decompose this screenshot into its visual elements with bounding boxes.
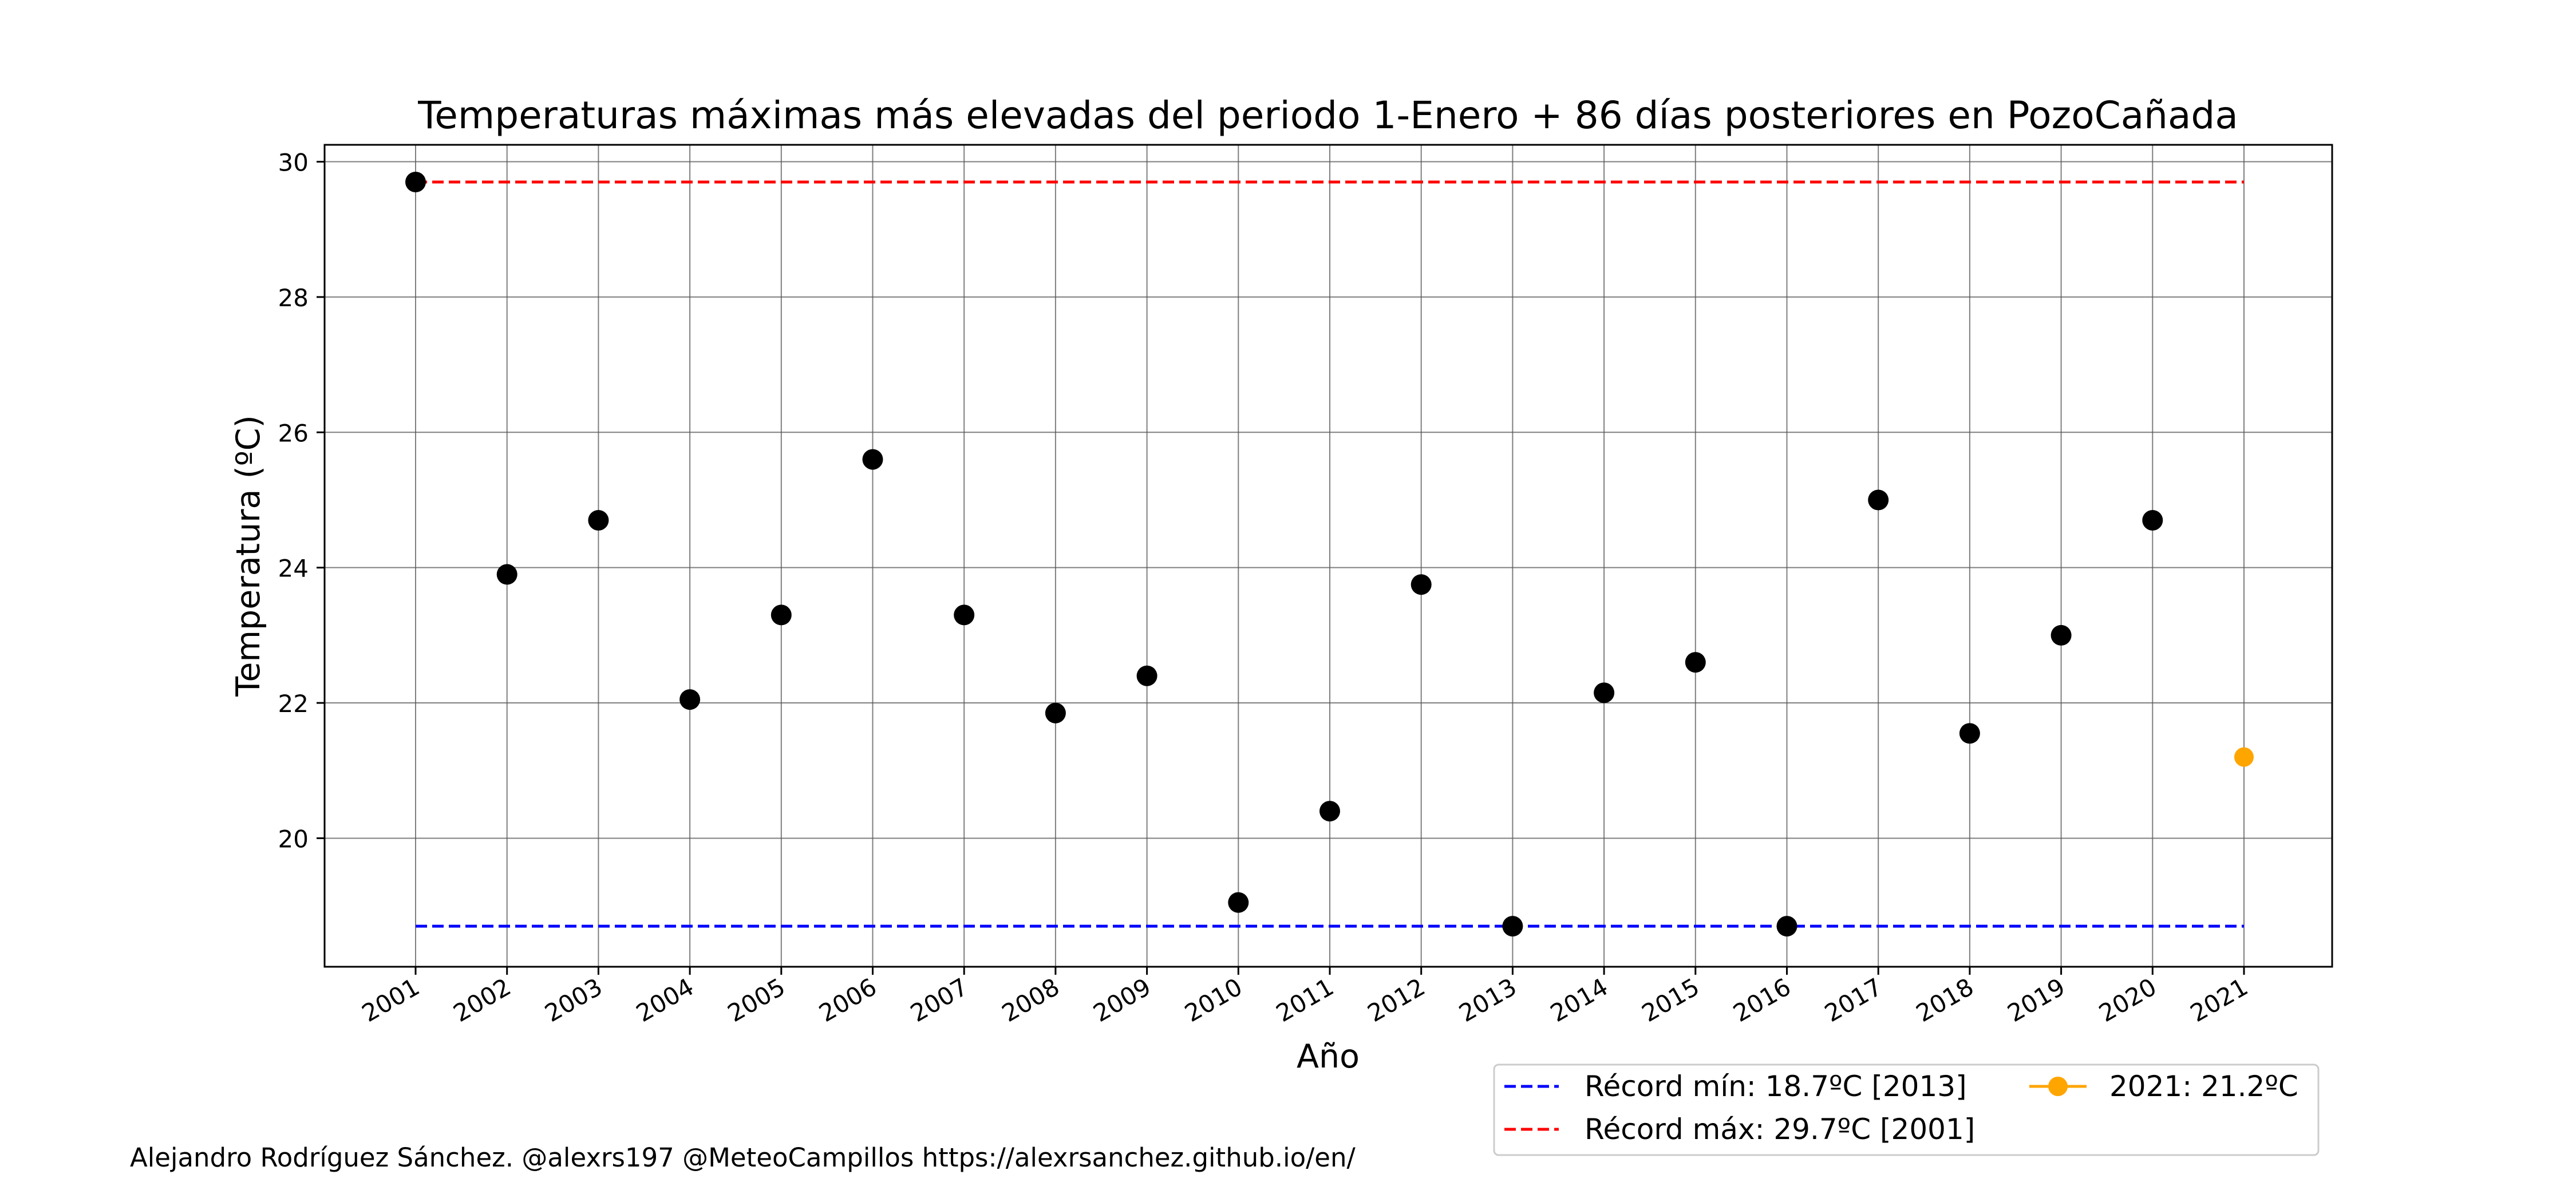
data-point [1776, 916, 1797, 937]
y-axis: 20 22 24 26 28 30 [278, 149, 325, 853]
author-credit: Alejandro Rodríguez Sánchez. @alexrs197 … [130, 1142, 1356, 1173]
chart-title: Temperaturas máximas más elevadas del pe… [417, 93, 2238, 137]
x-tick-label: 2017 [1820, 972, 1887, 1027]
x-tick-label: 2003 [540, 972, 607, 1027]
legend-box [1493, 1063, 2320, 1156]
data-point [1685, 652, 1706, 673]
data-points [405, 172, 2254, 937]
x-tick-label: 2007 [906, 972, 973, 1027]
data-point [862, 449, 883, 470]
reference-lines [416, 180, 2244, 928]
x-tick-label: 2011 [1271, 972, 1338, 1027]
x-tick-label: 2002 [449, 972, 516, 1027]
x-tick-label: 2001 [357, 972, 424, 1027]
legend-swatch-marker [2048, 1077, 2068, 1096]
y-tick-label: 22 [278, 690, 309, 718]
y-tick-label: 26 [278, 419, 309, 447]
data-point [496, 564, 517, 585]
x-tick-label: 2016 [1728, 972, 1795, 1027]
x-tick-label: 2004 [631, 972, 698, 1027]
x-tick-label: 2013 [1454, 972, 1521, 1027]
x-tick-label: 2008 [997, 972, 1064, 1027]
data-point [1319, 801, 1340, 822]
x-axis-label: Año [1297, 1038, 1360, 1076]
data-point [954, 604, 975, 626]
y-tick-label: 20 [278, 825, 309, 853]
x-tick-label: 2019 [2003, 972, 2070, 1027]
x-tick-label: 2021 [2186, 972, 2253, 1027]
data-point [1502, 916, 1523, 937]
grid [325, 145, 2332, 967]
y-tick-label: 24 [278, 555, 309, 583]
y-axis-label: Temperatura (ºC) [230, 415, 267, 697]
data-point [405, 172, 426, 193]
x-tick-label: 2009 [1089, 972, 1156, 1027]
data-point [771, 604, 792, 626]
data-point [1045, 702, 1066, 723]
data-point [1228, 892, 1249, 913]
legend-label: 2021: 21.2ºC [2109, 1070, 2298, 1103]
legend-label: Récord mín: 18.7ºC [2013] [1585, 1070, 1967, 1103]
data-point [2050, 624, 2072, 646]
x-tick-label: 2006 [814, 972, 881, 1027]
data-point [588, 509, 609, 531]
data-point [1136, 665, 1157, 686]
legend-label: Récord máx: 29.7ºC [2001] [1585, 1113, 1975, 1146]
x-axis: 2001 2002 2003 2004 2005 2006 2007 2008 2009 2010… [357, 967, 2253, 1027]
legend: Récord mín: 18.7ºC [2013] Récord máx: 29.… [1493, 1063, 2320, 1156]
data-point [1411, 574, 1432, 595]
y-tick-label: 30 [278, 149, 309, 177]
data-point [1594, 682, 1615, 703]
plot-frame [323, 144, 2333, 968]
data-point [679, 689, 701, 710]
x-tick-label: 2012 [1363, 972, 1430, 1027]
current-year-point [2234, 747, 2254, 767]
x-tick-label: 2005 [723, 972, 790, 1027]
x-tick-label: 2015 [1637, 972, 1704, 1027]
y-tick-label: 28 [278, 284, 309, 312]
data-point [1868, 489, 1889, 511]
x-tick-label: 2020 [2094, 972, 2161, 1027]
data-point [2142, 509, 2163, 531]
data-point [1959, 723, 1980, 744]
x-tick-label: 2014 [1546, 972, 1613, 1027]
x-tick-label: 2018 [1911, 972, 1978, 1027]
x-tick-label: 2010 [1180, 972, 1247, 1027]
